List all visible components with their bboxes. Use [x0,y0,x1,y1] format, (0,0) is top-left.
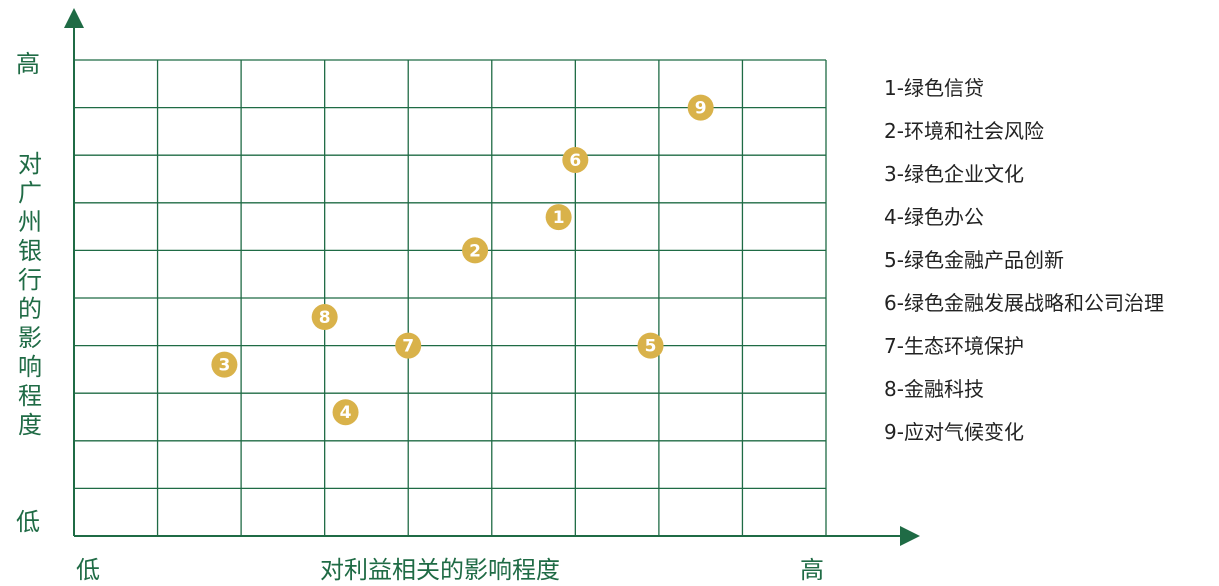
y-axis-title: 对广州银行的影响程度 [18,150,42,439]
data-point-5: 5 [638,333,664,359]
x-high-label: 高 [800,556,824,584]
data-point-4: 4 [333,399,359,425]
legend-item: 1-绿色信贷 [884,76,984,100]
legend-item: 2-环境和社会风险 [884,119,1044,143]
legend-item: 5-绿色金融产品创新 [884,248,1064,272]
legend-item: 8-金融科技 [884,377,984,401]
data-point-1: 1 [546,204,572,230]
data-point-label: 7 [402,337,414,357]
data-point-label: 2 [469,241,481,261]
legend-item: 4-绿色办公 [884,205,984,229]
data-point-7: 7 [395,333,421,359]
data-point-label: 3 [218,356,230,376]
data-point-label: 8 [319,308,331,328]
legend-item: 3-绿色企业文化 [884,162,1024,186]
y-low-label: 低 [16,508,40,536]
legend-item: 7-生态环境保护 [884,334,1024,358]
data-points: 1 2 3 4 5 6 7 8 9 [211,95,713,426]
data-point-2: 2 [462,237,488,263]
y-high-label: 高 [16,50,40,78]
grid [74,60,826,536]
legend-item: 9-应对气候变化 [884,420,1024,444]
data-point-3: 3 [211,352,237,378]
data-point-8: 8 [312,304,338,330]
data-point-label: 6 [569,151,581,171]
legend: 1-绿色信贷 2-环境和社会风险 3-绿色企业文化 4-绿色办公 5-绿色金融产品创新 6… [884,76,1164,444]
x-axis-title: 对利益相关的影响程度 [320,556,560,584]
data-point-9: 9 [688,95,714,121]
x-low-label: 低 [76,556,100,584]
data-point-6: 6 [562,147,588,173]
legend-item: 6-绿色金融发展战略和公司治理 [884,291,1164,315]
data-point-label: 9 [695,99,707,119]
data-point-label: 4 [340,403,352,423]
data-point-label: 5 [645,337,657,357]
data-point-label: 1 [553,208,565,228]
